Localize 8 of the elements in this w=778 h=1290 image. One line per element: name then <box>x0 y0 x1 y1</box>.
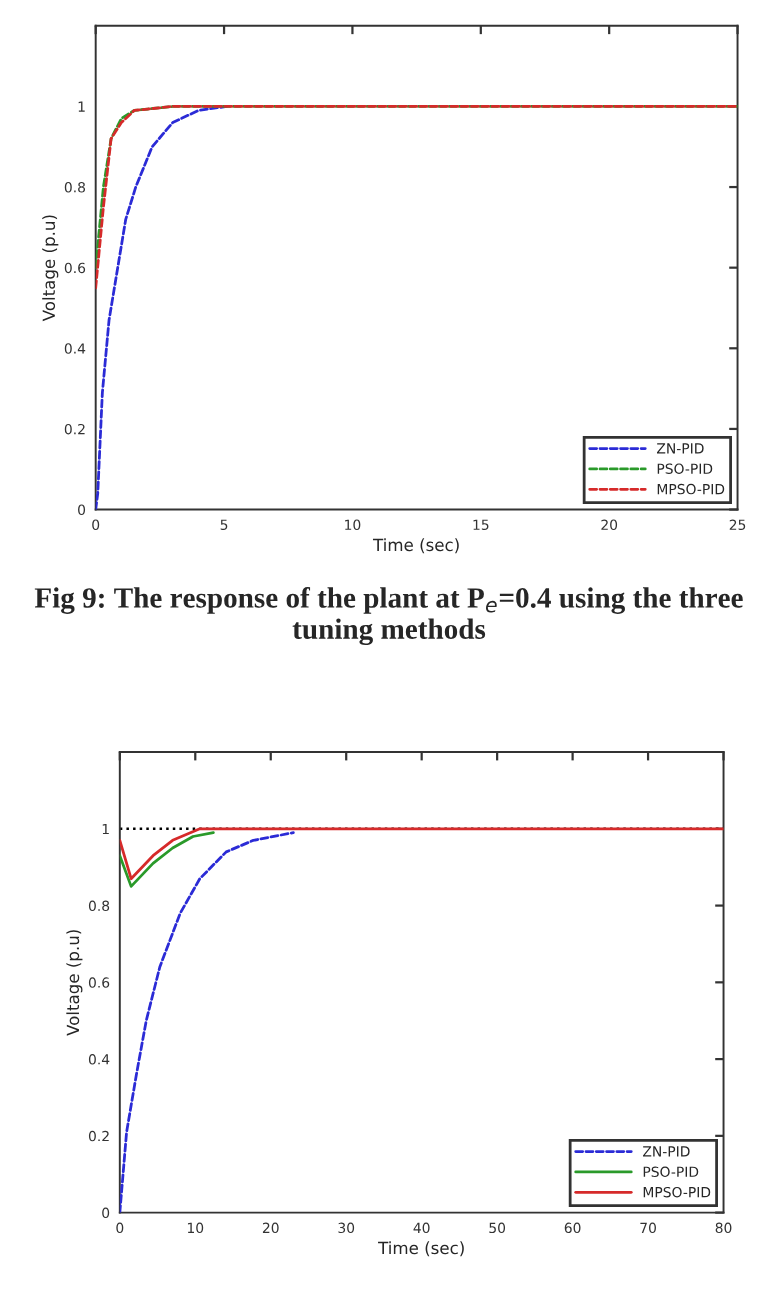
line-series <box>119 831 215 888</box>
line-series <box>119 831 295 1213</box>
x-axis-title: Time (sec) <box>372 538 459 554</box>
y-axis-title: Voltage (p.u) <box>42 215 59 322</box>
line-series <box>119 827 724 881</box>
x-axis-title: Time (sec) <box>378 1241 464 1257</box>
caption: Fig 9: The response of the plant at P$_{e}$=0.4 using the three tuning methods <box>34 586 743 646</box>
y-axis-title: Voltage (p.u) <box>66 930 83 1036</box>
